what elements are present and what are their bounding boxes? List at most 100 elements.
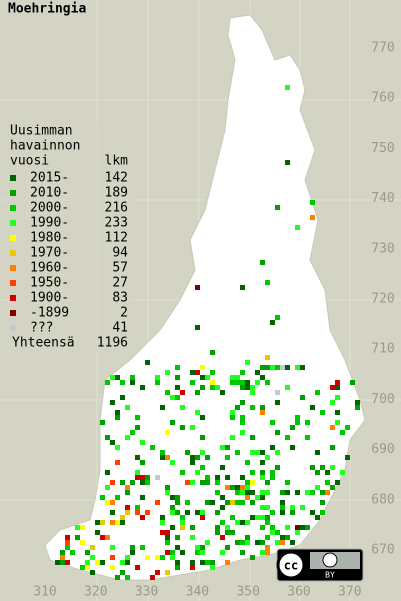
occurrence-square	[160, 405, 165, 410]
occurrence-square	[280, 535, 285, 540]
legend-label: 1980-	[30, 231, 69, 246]
occurrence-square	[265, 380, 270, 385]
occurrence-square	[230, 530, 235, 535]
occurrence-square	[240, 475, 245, 480]
occurrence-square	[280, 540, 285, 545]
occurrence-square	[295, 525, 300, 530]
occurrence-square	[290, 540, 295, 545]
occurrence-square	[230, 375, 235, 380]
occurrence-square	[85, 550, 90, 555]
occurrence-square	[165, 550, 170, 555]
occurrence-square	[305, 525, 310, 530]
occurrence-square	[265, 515, 270, 520]
occurrence-square	[300, 395, 305, 400]
occurrence-square	[105, 380, 110, 385]
occurrence-square	[265, 355, 270, 360]
occurrence-square	[155, 375, 160, 380]
occurrence-square	[250, 385, 255, 390]
occurrence-square	[120, 560, 125, 565]
occurrence-square	[160, 515, 165, 520]
occurrence-square	[295, 420, 300, 425]
legend-label: -1899	[30, 306, 69, 321]
occurrence-square	[195, 470, 200, 475]
occurrence-square	[110, 565, 115, 570]
occurrence-square	[160, 555, 165, 560]
occurrence-square	[200, 435, 205, 440]
occurrence-square	[190, 425, 195, 430]
occurrence-square	[320, 500, 325, 505]
occurrence-square	[235, 405, 240, 410]
occurrence-square	[125, 560, 130, 565]
occurrence-square	[310, 465, 315, 470]
occurrence-square	[310, 200, 315, 205]
occurrence-square	[285, 160, 290, 165]
occurrence-square	[175, 560, 180, 565]
occurrence-square	[210, 565, 215, 570]
occurrence-square	[200, 545, 205, 550]
occurrence-square	[125, 505, 130, 510]
occurrence-square	[295, 365, 300, 370]
occurrence-square	[115, 375, 120, 380]
occurrence-square	[140, 475, 145, 480]
occurrence-square	[100, 495, 105, 500]
occurrence-square	[85, 560, 90, 565]
occurrence-square	[315, 485, 320, 490]
occurrence-square	[130, 480, 135, 485]
occurrence-square	[125, 575, 130, 580]
occurrence-square	[180, 405, 185, 410]
occurrence-square	[165, 430, 170, 435]
occurrence-square	[110, 480, 115, 485]
legend-count: 2	[120, 306, 128, 321]
occurrence-square	[280, 490, 285, 495]
occurrence-square	[75, 535, 80, 540]
by-icon	[322, 552, 338, 568]
occurrence-square	[200, 450, 205, 455]
occurrence-square	[285, 480, 290, 485]
legend-label: 1970-	[30, 246, 69, 261]
occurrence-square	[340, 430, 345, 435]
occurrence-square	[225, 485, 230, 490]
occurrence-square	[190, 460, 195, 465]
occurrence-square	[210, 380, 215, 385]
occurrence-square	[330, 385, 335, 390]
occurrence-square	[105, 435, 110, 440]
occurrence-square	[260, 475, 265, 480]
occurrence-square	[235, 380, 240, 385]
occurrence-square	[180, 520, 185, 525]
occurrence-square	[215, 510, 220, 515]
occurrence-square	[125, 435, 130, 440]
occurrence-square	[190, 565, 195, 570]
occurrence-square	[245, 360, 250, 365]
occurrence-square	[125, 555, 130, 560]
cc-badge: cc BY	[276, 548, 364, 582]
occurrence-square	[215, 530, 220, 535]
occurrence-square	[165, 530, 170, 535]
occurrence-square	[135, 565, 140, 570]
occurrence-square	[190, 480, 195, 485]
occurrence-square	[240, 550, 245, 555]
occurrence-square	[180, 470, 185, 475]
occurrence-square	[145, 475, 150, 480]
occurrence-square	[345, 455, 350, 460]
legend-label: 2000-	[30, 201, 69, 216]
occurrence-square	[270, 365, 275, 370]
occurrence-square	[170, 510, 175, 515]
occurrence-square	[265, 365, 270, 370]
legend-swatch	[10, 325, 16, 331]
legend-label: 2010-	[30, 186, 69, 201]
occurrence-square	[265, 505, 270, 510]
occurrence-square	[250, 470, 255, 475]
occurrence-square	[225, 475, 230, 480]
occurrence-square	[235, 500, 240, 505]
legend-count: 233	[105, 216, 128, 231]
occurrence-square	[260, 515, 265, 520]
legend-count: 112	[105, 231, 128, 246]
northing-label: 690	[371, 442, 394, 457]
occurrence-square	[350, 380, 355, 385]
occurrence-square	[245, 380, 250, 385]
occurrence-square	[115, 445, 120, 450]
occurrence-square	[130, 430, 135, 435]
occurrence-square	[270, 530, 275, 535]
occurrence-square	[90, 545, 95, 550]
occurrence-square	[245, 490, 250, 495]
